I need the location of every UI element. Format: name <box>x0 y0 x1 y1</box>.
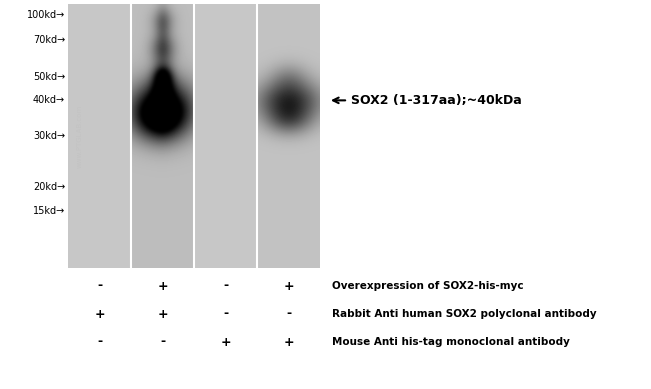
Text: 50kd→: 50kd→ <box>33 72 65 82</box>
Text: +: + <box>283 335 294 349</box>
Text: +: + <box>157 307 168 321</box>
Text: +: + <box>220 335 231 349</box>
Text: www.PTGLAB.com: www.PTGLAB.com <box>77 104 83 168</box>
Text: -: - <box>286 307 291 321</box>
Text: -: - <box>223 280 228 293</box>
Text: Mouse Anti his-tag monoclonal antibody: Mouse Anti his-tag monoclonal antibody <box>332 337 570 347</box>
Text: -: - <box>160 335 165 349</box>
Text: 15kd→: 15kd→ <box>33 206 65 216</box>
Text: Overexpression of SOX2-his-myc: Overexpression of SOX2-his-myc <box>332 281 523 291</box>
Text: +: + <box>94 307 105 321</box>
Text: -: - <box>223 307 228 321</box>
Text: 20kd→: 20kd→ <box>33 182 65 193</box>
Text: Rabbit Anti human SOX2 polyclonal antibody: Rabbit Anti human SOX2 polyclonal antibo… <box>332 309 596 319</box>
Text: +: + <box>283 280 294 293</box>
Text: -: - <box>97 335 102 349</box>
Text: 70kd→: 70kd→ <box>33 35 65 45</box>
Text: SOX2 (1-317aa);~40kDa: SOX2 (1-317aa);~40kDa <box>351 94 521 107</box>
Text: -: - <box>97 280 102 293</box>
Text: 40kd→: 40kd→ <box>33 95 65 105</box>
Text: +: + <box>157 280 168 293</box>
Text: 100kd→: 100kd→ <box>27 10 65 19</box>
Text: 30kd→: 30kd→ <box>33 131 65 141</box>
